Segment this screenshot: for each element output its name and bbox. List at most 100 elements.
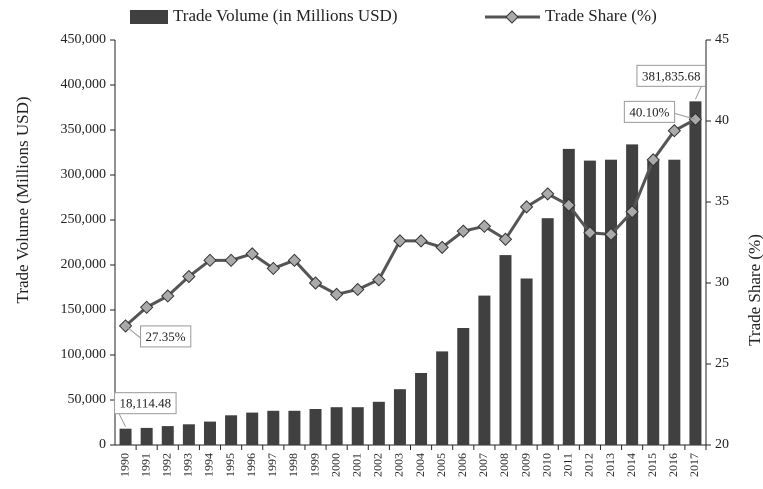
x-tick-label: 2014 (624, 453, 638, 477)
x-tick-label: 2004 (413, 453, 427, 477)
x-tick-label: 2005 (434, 453, 448, 477)
marker (287, 253, 302, 268)
bar (225, 415, 238, 445)
y2-tick-label: 35 (715, 194, 729, 209)
bar (668, 159, 681, 445)
bar (626, 144, 639, 445)
bar (499, 255, 512, 445)
marker (562, 198, 576, 212)
legend-marker (505, 10, 519, 24)
x-tick-label: 2010 (539, 453, 553, 477)
bar (119, 428, 132, 445)
marker (667, 124, 682, 138)
value-label-box (114, 392, 177, 415)
x-tick-label: 1992 (160, 453, 174, 477)
marker (182, 269, 196, 284)
legend-label: Trade Volume (in Millions USD) (173, 6, 398, 25)
y-tick-label: 250,000 (61, 212, 107, 227)
y2-tick-label: 25 (715, 356, 729, 371)
legend-label: Trade Share (%) (545, 6, 657, 25)
y-tick-label: 300,000 (61, 167, 107, 182)
y-tick-label: 150,000 (61, 302, 107, 317)
marker (139, 300, 154, 315)
x-tick-label: 2008 (497, 453, 511, 477)
value-label-box (623, 100, 676, 123)
y-tick-label: 100,000 (61, 347, 107, 362)
x-tick-label: 1996 (244, 453, 258, 477)
marker (604, 227, 618, 242)
marker (266, 261, 281, 276)
bar (583, 160, 596, 445)
y-tick-label: 400,000 (61, 77, 107, 92)
marker (456, 224, 470, 238)
marker (308, 276, 323, 290)
bar (605, 159, 618, 445)
x-tick-label: 2007 (476, 453, 490, 477)
bar (309, 409, 322, 445)
bar (267, 410, 280, 445)
bar (288, 410, 301, 445)
bar (161, 426, 174, 445)
x-tick-label: 1995 (223, 453, 237, 477)
bar (415, 373, 428, 445)
bar (351, 407, 364, 445)
marker (224, 253, 238, 268)
y2-tick-label: 40 (715, 113, 729, 128)
y-tick-label: 50,000 (68, 392, 107, 407)
bar (436, 351, 449, 445)
x-tick-label: 1997 (265, 453, 279, 477)
x-tick-label: 1990 (117, 453, 131, 477)
x-tick-label: 2015 (645, 453, 659, 477)
marker (583, 226, 597, 240)
marker (519, 200, 534, 214)
marker (498, 232, 513, 246)
marker (646, 153, 660, 167)
marker (477, 219, 492, 234)
x-tick-label: 2006 (455, 453, 469, 477)
x-tick-label: 2000 (328, 453, 342, 477)
y-tick-label: 450,000 (61, 32, 107, 47)
x-tick-label: 2002 (371, 453, 385, 477)
x-tick-label: 1999 (307, 453, 321, 477)
x-tick-label: 1994 (202, 453, 216, 477)
bar (330, 407, 343, 445)
x-tick-label: 2003 (392, 453, 406, 477)
x-tick-label: 2001 (349, 453, 363, 477)
marker (435, 240, 449, 255)
bar (520, 278, 533, 445)
y-axis-title: Trade Volume (Millions USD) (13, 96, 32, 303)
x-tick-label: 1993 (181, 453, 195, 477)
x-tick-label: 2011 (561, 453, 575, 477)
x-tick-label: 2012 (582, 453, 596, 477)
value-label: 27.35% (146, 329, 186, 344)
bar (647, 160, 660, 445)
y2-axis-title: Trade Share (%) (745, 234, 763, 346)
y-tick-label: 0 (99, 437, 106, 452)
y-tick-label: 350,000 (61, 122, 107, 137)
y-tick-label: 200,000 (61, 257, 107, 272)
value-label-box (636, 64, 706, 87)
x-tick-label: 2009 (518, 453, 532, 477)
x-tick-label: 1998 (286, 453, 300, 477)
label-leader (674, 112, 696, 120)
marker (393, 234, 407, 248)
marker (245, 247, 259, 261)
y2-tick-label: 20 (715, 437, 729, 452)
marker (625, 205, 639, 219)
y2-tick-label: 30 (715, 275, 729, 290)
marker (329, 287, 344, 302)
marker (161, 289, 175, 303)
x-tick-label: 1991 (138, 453, 152, 477)
marker (414, 234, 428, 248)
y2-tick-label: 45 (715, 32, 729, 47)
label-leader (125, 325, 141, 339)
bar (203, 421, 216, 445)
bar (372, 401, 385, 445)
value-label: 18,114.48 (120, 396, 172, 411)
value-label: 381,835.68 (642, 68, 701, 83)
legend-swatch (130, 10, 168, 24)
value-label: 40.10% (629, 104, 669, 119)
bar (689, 101, 702, 445)
